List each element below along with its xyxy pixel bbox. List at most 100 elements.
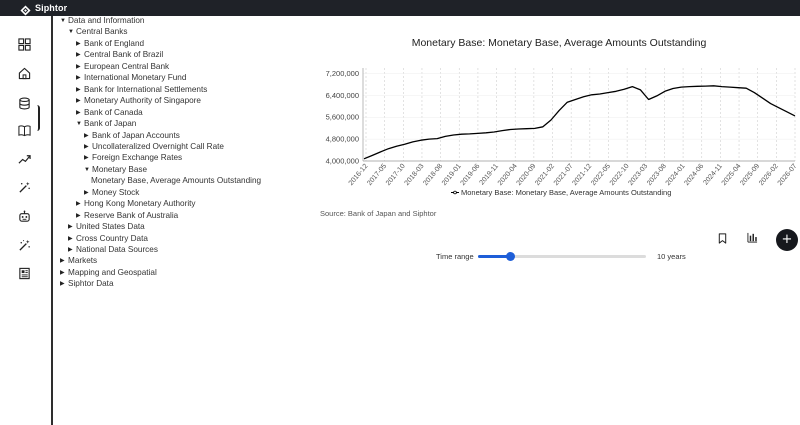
tree-item[interactable]: ▶ Markets [60, 256, 97, 267]
tree-item[interactable]: ▼ Bank of Japan [76, 119, 136, 130]
bookmark-icon[interactable] [715, 231, 729, 245]
app-name[interactable]: Siphtor [35, 3, 68, 13]
time-range-value: 10 years [657, 252, 686, 261]
siphtor-logo-icon[interactable] [20, 3, 31, 16]
tree-item[interactable]: ▶ Cross Country Data [68, 234, 148, 245]
tree-item-label: Cross Country Data [76, 233, 148, 243]
caret-down-icon[interactable]: ▼ [76, 121, 82, 128]
chart-source: Source: Bank of Japan and Siphtor [320, 209, 437, 218]
caret-right-icon[interactable]: ▶ [84, 155, 89, 162]
x-tick-label: 2026-07 [777, 163, 799, 187]
caret-down-icon[interactable]: ▼ [84, 166, 90, 173]
tree-item-label: Bank of Japan Accounts [92, 130, 180, 140]
tree-item-label: Monetary Authority of Singapore [84, 96, 201, 106]
tree-item-label: Markets [68, 256, 98, 266]
tree-item[interactable]: ▶ International Monetary Fund [76, 73, 186, 84]
time-range-thumb[interactable] [505, 252, 515, 261]
bar-chart-icon[interactable] [745, 230, 759, 244]
y-tick-label: 4,000,000 [326, 157, 359, 166]
y-tick-label: 4,800,000 [326, 135, 359, 144]
caret-right-icon[interactable]: ▶ [76, 212, 81, 219]
caret-right-icon[interactable]: ▶ [84, 143, 89, 150]
database-icon[interactable] [17, 96, 31, 110]
tree-item-label: Siphtor Data [68, 279, 114, 289]
tree-item-label: Mapping and Geospatial [68, 267, 157, 277]
tree-item-label: Bank for International Settlements [84, 84, 208, 94]
x-tick-label: 2024-06 [683, 163, 705, 187]
tree-item[interactable]: ▶ United States Data [68, 222, 145, 233]
tree-item[interactable]: Monetary Base, Average Amounts Outstandi… [91, 176, 261, 187]
x-tick-label: 2019-06 [460, 163, 482, 187]
tree-item-label: Central Banks [76, 27, 128, 37]
tree-item[interactable]: ▶ European Central Bank [76, 62, 169, 73]
tree-item-label: Monetary Base [92, 164, 148, 174]
caret-right-icon[interactable]: ▶ [60, 281, 65, 288]
tree-item[interactable]: ▶ Central Bank of Brazil [76, 50, 163, 61]
series-line [363, 85, 796, 160]
caret-right-icon[interactable]: ▶ [76, 40, 81, 47]
tree-item[interactable]: ▶ Uncollateralized Overnight Call Rate [84, 142, 224, 153]
caret-right-icon[interactable]: ▶ [68, 224, 73, 231]
caret-right-icon[interactable]: ▶ [76, 63, 81, 70]
sidebar [0, 16, 53, 425]
trending-icon[interactable] [17, 152, 31, 166]
tree-item-label: Reserve Bank of Australia [84, 210, 179, 220]
tree-item[interactable]: ▶ Monetary Authority of Singapore [76, 96, 201, 107]
caret-right-icon[interactable]: ▶ [68, 235, 73, 242]
tree-item[interactable]: ▶ Hong Kong Monetary Authority [76, 199, 196, 210]
y-tick-label: 5,600,000 [326, 113, 359, 122]
tree-item[interactable]: ▼ Central Banks [68, 27, 127, 38]
tree-item[interactable]: ▶ Bank of Japan Accounts [84, 131, 180, 142]
tree-item[interactable]: ▶ Mapping and Geospatial [60, 268, 157, 279]
caret-right-icon[interactable]: ▶ [60, 258, 65, 265]
legend-label: Monetary Base: Monetary Base, Average Am… [461, 188, 671, 197]
caret-right-icon[interactable]: ▶ [60, 269, 65, 276]
caret-right-icon[interactable]: ▶ [68, 247, 73, 253]
time-range-label: Time range [436, 252, 474, 261]
tree-item[interactable]: ▶ Bank of England [76, 39, 144, 50]
tree-item-label: Foreign Exchange Rates [92, 153, 183, 163]
caret-right-icon[interactable]: ▶ [76, 86, 81, 93]
y-tick-label: 7,200,000 [326, 69, 359, 78]
y-tick-label: 6,400,000 [326, 91, 359, 100]
tree-item-label: Hong Kong Monetary Authority [84, 199, 196, 209]
tree-item[interactable]: ▶ Bank of Canada [76, 108, 143, 119]
robot-icon[interactable] [17, 209, 31, 223]
caret-right-icon[interactable]: ▶ [76, 75, 81, 82]
tree-item-label: Monetary Base, Average Amounts Outstandi… [91, 176, 262, 186]
tree-item[interactable]: ▼ Data and Information [60, 16, 144, 27]
magic-wand-alt-icon[interactable] [17, 238, 31, 252]
tree-item-label: United States Data [76, 222, 145, 232]
tree-item-label: International Monetary Fund [84, 73, 187, 83]
time-range-fill [478, 255, 510, 258]
tree-item-label: Bank of England [84, 38, 145, 48]
line-chart: 2016-122017-052017-102018-032018-082019-… [326, 68, 799, 197]
tree-item[interactable]: ▶ National Data Sources [68, 245, 158, 256]
caret-right-icon[interactable]: ▶ [84, 132, 89, 139]
tree-item[interactable]: ▼ Monetary Base [84, 165, 147, 176]
caret-right-icon[interactable]: ▶ [76, 201, 81, 208]
caret-right-icon[interactable]: ▶ [76, 98, 81, 105]
tree-item-label: European Central Bank [84, 61, 170, 71]
caret-right-icon[interactable]: ▶ [84, 189, 89, 196]
time-range-slider[interactable] [478, 252, 646, 261]
legend-swatch-marker [453, 190, 457, 195]
tree-item[interactable]: ▶ Foreign Exchange Rates [84, 153, 182, 164]
magic-wand-icon[interactable] [17, 180, 31, 194]
book-icon[interactable] [17, 123, 31, 137]
caret-right-icon[interactable]: ▶ [76, 52, 81, 59]
tree-item-label: Bank of Canada [84, 107, 143, 117]
tree-item[interactable]: ▶ Reserve Bank of Australia [76, 211, 178, 222]
home-icon[interactable] [17, 66, 31, 80]
caret-right-icon[interactable]: ▶ [76, 109, 81, 116]
tree-item[interactable]: ▶ Bank for International Settlements [76, 85, 207, 96]
caret-down-icon[interactable]: ▼ [68, 29, 74, 36]
tree-item-label: Bank of Japan [84, 119, 137, 129]
chart-title: Monetary Base: Monetary Base, Average Am… [411, 37, 707, 49]
dashboard-grid-icon[interactable] [17, 37, 31, 51]
caret-down-icon[interactable]: ▼ [60, 18, 66, 24]
newspaper-icon[interactable] [17, 266, 31, 280]
tree-item[interactable]: ▶ Money Stock [84, 188, 139, 199]
add-button[interactable]: + [776, 229, 798, 251]
tree-item[interactable]: ▶ Siphtor Data [60, 279, 114, 290]
